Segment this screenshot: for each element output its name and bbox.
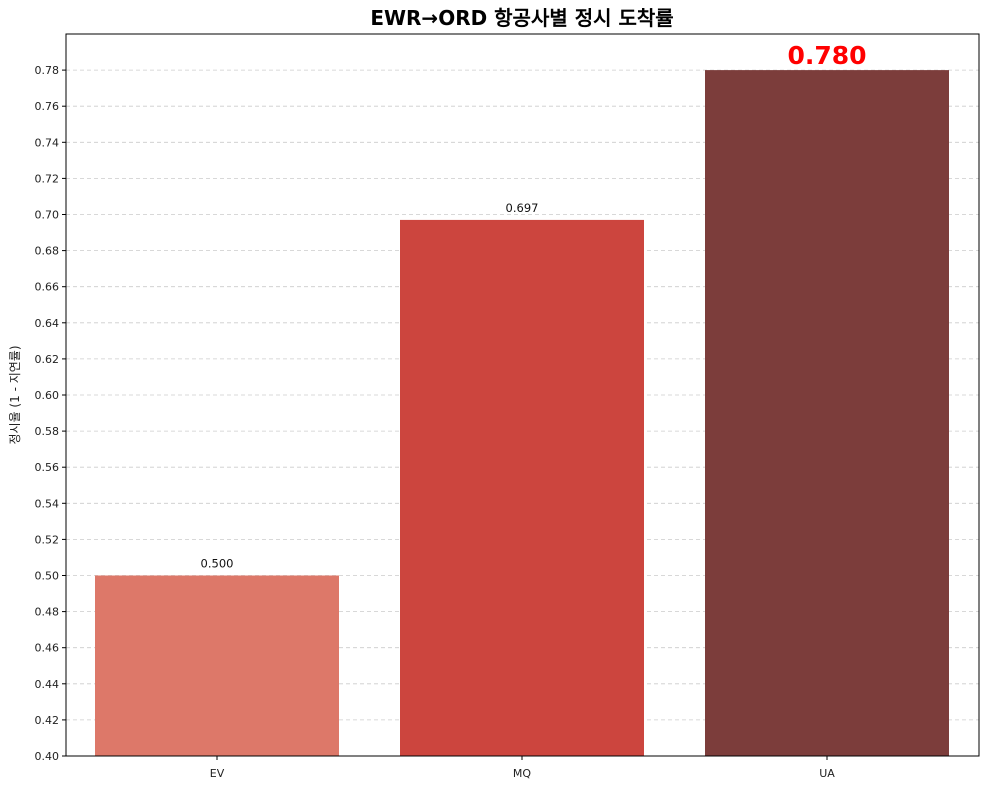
x-axis-ticks: EV MQ UA xyxy=(210,756,835,780)
y-tick-label: 0.42 xyxy=(35,714,60,727)
y-tick-label: 0.48 xyxy=(35,606,60,619)
data-label-ua: 0.780 xyxy=(787,41,866,70)
bar-mq xyxy=(400,219,644,757)
y-tick-label: 0.56 xyxy=(35,461,60,474)
y-tick-label: 0.68 xyxy=(35,245,60,258)
x-tick-label: UA xyxy=(819,767,835,780)
y-tick-label: 0.62 xyxy=(35,353,60,366)
bars xyxy=(95,70,949,757)
y-tick-label: 0.40 xyxy=(35,750,60,763)
x-tick-label: MQ xyxy=(513,767,531,780)
y-tick-label: 0.66 xyxy=(35,281,60,294)
y-tick-label: 0.54 xyxy=(35,497,60,510)
y-axis-label: 정시율 (1 - 지연률) xyxy=(8,345,22,444)
y-tick-label: 0.64 xyxy=(35,317,60,330)
data-label-ev: 0.500 xyxy=(201,557,234,571)
y-axis-ticks: 0.40 0.42 0.44 0.46 0.48 0.50 0.52 0.54 0.56 0.58… xyxy=(35,64,66,763)
y-tick-label: 0.74 xyxy=(35,136,60,149)
chart-title: EWR→ORD 항공사별 정시 도착률 xyxy=(370,6,673,30)
y-tick-label: 0.44 xyxy=(35,678,60,691)
y-tick-label: 0.76 xyxy=(35,100,60,113)
x-tick-label: EV xyxy=(210,767,225,780)
y-tick-label: 0.60 xyxy=(35,389,60,402)
bar-ev xyxy=(95,575,339,756)
y-tick-label: 0.70 xyxy=(35,209,60,222)
y-tick-label: 0.58 xyxy=(35,425,60,438)
bar-ua xyxy=(705,70,949,757)
data-labels: 0.500 0.697 0.780 xyxy=(201,41,867,570)
y-tick-label: 0.72 xyxy=(35,172,60,185)
y-tick-label: 0.50 xyxy=(35,570,60,583)
y-tick-label: 0.46 xyxy=(35,642,60,655)
y-tick-label: 0.78 xyxy=(35,64,60,77)
data-label-mq: 0.697 xyxy=(506,201,539,215)
y-tick-label: 0.52 xyxy=(35,533,60,546)
